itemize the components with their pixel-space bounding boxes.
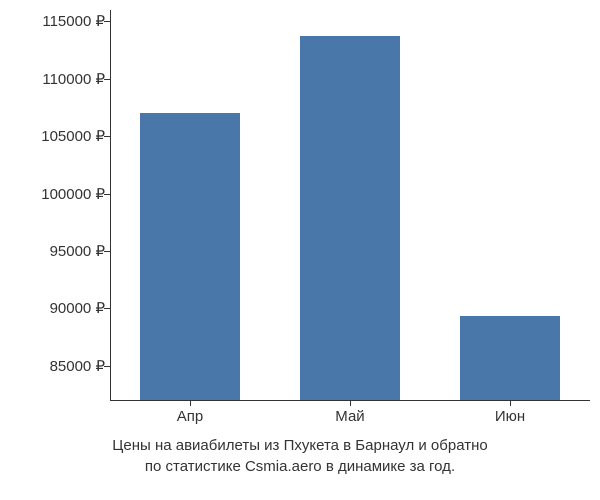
x-tick xyxy=(510,400,511,406)
x-axis-label: Май xyxy=(335,408,364,425)
chart-caption: Цены на авиабилеты из Пхукета в Барнаул … xyxy=(0,435,600,477)
caption-line-1: Цены на авиабилеты из Пхукета в Барнаул … xyxy=(112,437,487,454)
caption-line-2: по статистике Csmia.aero в динамике за г… xyxy=(145,458,455,475)
bar xyxy=(140,113,239,400)
plot-area xyxy=(110,10,590,400)
y-axis-label: 95000 ₽ xyxy=(50,242,105,260)
bar xyxy=(460,316,559,400)
y-axis-label: 85000 ₽ xyxy=(50,357,105,375)
y-axis-label: 90000 ₽ xyxy=(50,299,105,317)
price-chart: 85000 ₽ 90000 ₽ 95000 ₽ 100000 ₽ 105000 ₽ 110… xyxy=(0,0,600,500)
y-axis-label: 110000 ₽ xyxy=(42,70,105,88)
y-axis-label: 105000 ₽ xyxy=(41,127,105,145)
x-axis-label: Апр xyxy=(177,408,203,425)
y-axis-label: 115000 ₽ xyxy=(42,12,105,30)
x-tick xyxy=(190,400,191,406)
y-axis-label: 100000 ₽ xyxy=(41,185,105,203)
bar xyxy=(300,36,399,400)
x-axis-label: Июн xyxy=(495,408,525,425)
x-tick xyxy=(350,400,351,406)
